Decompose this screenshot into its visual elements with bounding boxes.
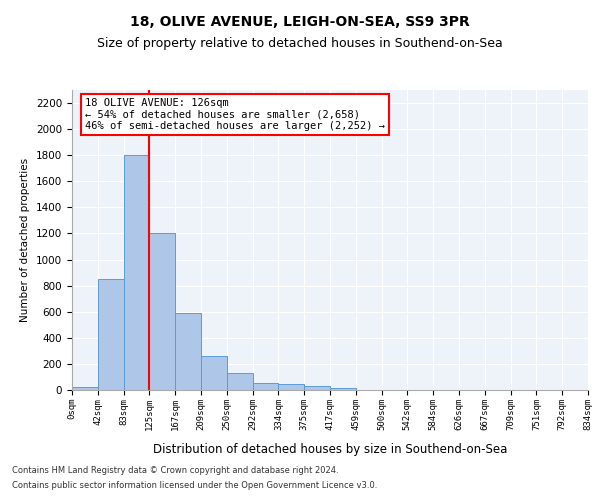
Text: 18 OLIVE AVENUE: 126sqm
← 54% of detached houses are smaller (2,658)
46% of semi: 18 OLIVE AVENUE: 126sqm ← 54% of detache…	[85, 98, 385, 131]
Bar	[149, 234, 175, 390]
Bar	[175, 313, 201, 390]
Bar	[201, 356, 227, 390]
Text: Size of property relative to detached houses in Southend-on-Sea: Size of property relative to detached ho…	[97, 38, 503, 51]
Text: Contains HM Land Registry data © Crown copyright and database right 2024.: Contains HM Land Registry data © Crown c…	[12, 466, 338, 475]
Text: Distribution of detached houses by size in Southend-on-Sea: Distribution of detached houses by size …	[153, 442, 507, 456]
Y-axis label: Number of detached properties: Number of detached properties	[20, 158, 31, 322]
Bar	[98, 279, 124, 390]
Bar	[124, 155, 149, 390]
Text: 18, OLIVE AVENUE, LEIGH-ON-SEA, SS9 3PR: 18, OLIVE AVENUE, LEIGH-ON-SEA, SS9 3PR	[130, 15, 470, 29]
Bar	[72, 386, 98, 390]
Bar	[304, 386, 330, 390]
Bar	[278, 384, 304, 390]
Bar	[253, 384, 278, 390]
Bar	[227, 373, 253, 390]
Bar	[330, 388, 356, 390]
Text: Contains public sector information licensed under the Open Government Licence v3: Contains public sector information licen…	[12, 481, 377, 490]
